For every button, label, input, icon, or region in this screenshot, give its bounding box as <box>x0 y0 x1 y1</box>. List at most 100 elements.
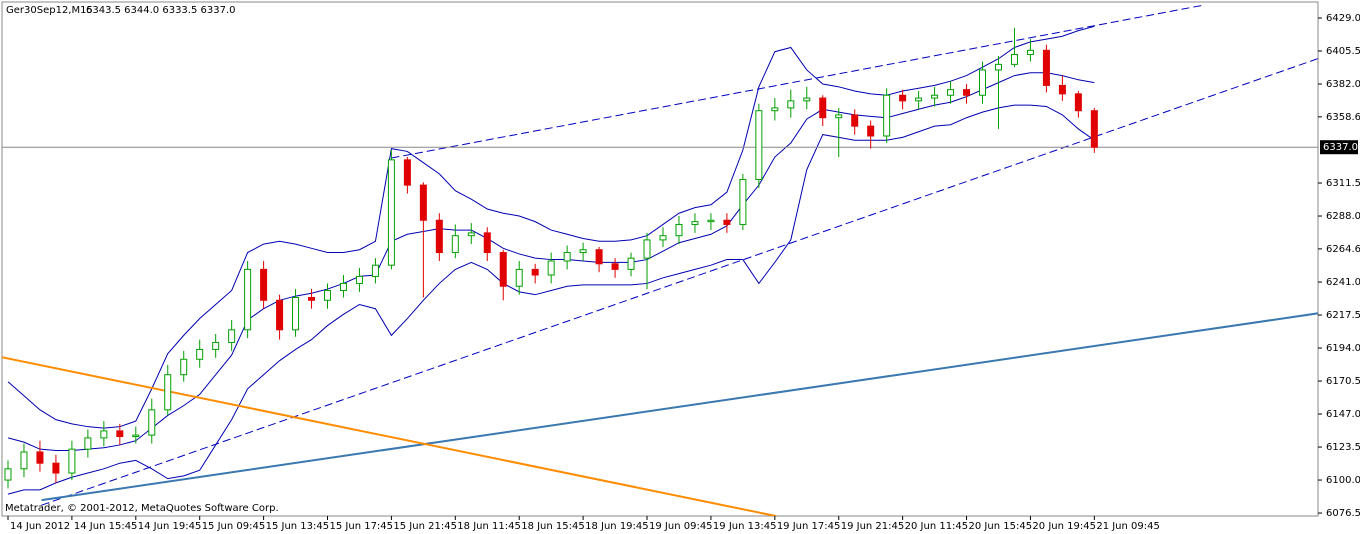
y-tick-label: 6405.5 <box>1326 46 1360 57</box>
candle-body <box>851 114 859 127</box>
candle-body <box>963 89 971 96</box>
candle-body <box>164 374 172 411</box>
y-tick-label: 6241.0 <box>1326 277 1360 288</box>
candle-body <box>563 252 571 262</box>
x-tick-label: 15 Jun 09:45 <box>202 521 266 532</box>
trendline <box>41 312 1318 502</box>
candle-body <box>1010 54 1018 65</box>
candle-body <box>771 107 779 112</box>
x-tick-label: 14 Jun 19:45 <box>138 521 202 532</box>
candle-body <box>4 468 12 481</box>
candle-body <box>947 89 955 96</box>
trendline <box>41 58 1318 506</box>
candle-body <box>308 296 316 301</box>
x-tick-label: 14 Jun 15:45 <box>74 521 138 532</box>
candle-body <box>755 110 763 181</box>
chart-subtitle: 6343.5 6344.0 6333.5 6337.0 <box>86 5 236 16</box>
candle-body <box>899 94 907 102</box>
candle-body <box>819 97 827 119</box>
x-tick-label: 19 Jun 09:45 <box>649 521 713 532</box>
bollinger-band <box>7 25 1095 429</box>
candle-body <box>483 232 491 254</box>
x-tick-label: 19 Jun 13:45 <box>713 521 777 532</box>
candle-body <box>979 69 987 96</box>
candle-body <box>867 125 875 137</box>
x-tick-label: 14 Jun 2012 <box>10 521 70 532</box>
y-tick-label: 6429.0 <box>1326 13 1360 24</box>
candle-body <box>931 94 939 99</box>
candle-body <box>100 430 108 439</box>
bollinger-band <box>7 104 1095 495</box>
candle-body <box>499 252 507 287</box>
last-price-label: 6337.0 <box>1323 142 1358 153</box>
plot <box>2 4 1318 516</box>
last-price-box <box>1320 140 1358 155</box>
candle-body <box>324 289 332 301</box>
candle-body <box>1042 49 1050 86</box>
y-tick-label: 6100.0 <box>1326 475 1360 486</box>
chart-title: Ger30Sep12,M15 <box>6 5 93 16</box>
candle-body <box>643 239 651 259</box>
candle-body <box>691 221 699 225</box>
candle-body <box>435 219 443 254</box>
candle-body <box>132 434 140 438</box>
candle-body <box>52 462 60 474</box>
candle-body <box>68 448 76 474</box>
candle-body <box>835 114 843 119</box>
candle-body <box>339 282 347 291</box>
y-tick-label: 6382.0 <box>1326 79 1360 90</box>
candle-body <box>244 268 252 331</box>
candle-body <box>467 232 475 237</box>
candle-body <box>180 358 188 376</box>
x-tick-label: 15 Jun 17:45 <box>330 521 394 532</box>
x-tick-label: 19 Jun 17:45 <box>777 521 841 532</box>
y-tick-label: 6217.5 <box>1326 310 1360 321</box>
candle-body <box>675 223 683 237</box>
y-tick-label: 6076.5 <box>1326 508 1360 519</box>
candle-body <box>276 299 284 331</box>
candle-body <box>451 235 459 254</box>
candle-body <box>994 63 1002 71</box>
candle-body <box>196 348 204 360</box>
candle-body <box>707 219 715 223</box>
candle-body <box>1090 110 1098 148</box>
candle-body <box>419 184 427 221</box>
candle-body <box>787 100 795 109</box>
candle-body <box>739 179 747 225</box>
candle-body <box>803 97 811 102</box>
candle-body <box>387 159 395 266</box>
candle-body <box>36 451 44 464</box>
y-tick-label: 6264.6 <box>1326 244 1360 255</box>
candle-body <box>531 268 539 276</box>
candle-body <box>547 260 555 276</box>
x-tick-label: 18 Jun 11:45 <box>457 521 521 532</box>
y-tick-label: 6358.6 <box>1326 112 1360 123</box>
candle-body <box>116 430 124 438</box>
candle-body <box>212 341 220 350</box>
y-tick-label: 6147.0 <box>1326 409 1360 420</box>
candle-body <box>883 94 891 137</box>
candle-body <box>723 219 731 225</box>
x-tick-label: 15 Jun 21:45 <box>393 521 457 532</box>
y-tick-label: 6194.0 <box>1326 343 1360 354</box>
x-tick-label: 15 Jun 13:45 <box>266 521 330 532</box>
x-tick-label: 19 Jun 21:45 <box>841 521 905 532</box>
candle-body <box>627 257 635 270</box>
candle-body <box>1026 49 1034 56</box>
x-tick-label: 21 Jun 09:45 <box>1096 521 1160 532</box>
candle-body <box>84 437 92 450</box>
trendline <box>2 356 777 516</box>
candle-body <box>595 249 603 265</box>
y-tick-label: 6123.5 <box>1326 442 1360 453</box>
candle-body <box>1058 84 1066 95</box>
candle-body <box>579 249 587 254</box>
y-tick-label: 6311.5 <box>1326 178 1360 189</box>
candle-body <box>515 268 523 287</box>
watermark: Metatrader, © 2001-2012, MetaQuotes Soft… <box>5 503 279 514</box>
y-tick-label: 6170.5 <box>1326 376 1360 387</box>
candle-body <box>292 296 300 331</box>
candle-body <box>1074 93 1082 112</box>
candle-body <box>371 264 379 277</box>
